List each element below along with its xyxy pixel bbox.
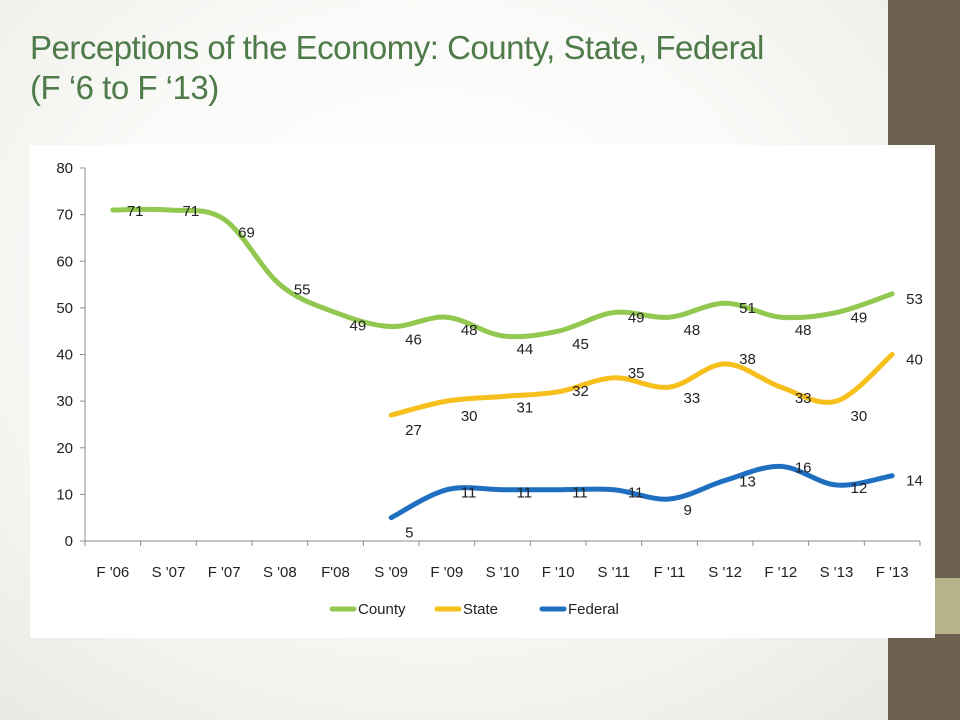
y-tick-label: 10 xyxy=(56,486,73,503)
data-label-county: 45 xyxy=(572,336,589,353)
data-label-state: 35 xyxy=(628,365,645,382)
line-chart: 0 10 20 30 40 50 60 70 80 F '06 S '07 F '07 S '08 F'0… xyxy=(56,160,923,618)
data-label-state: 33 xyxy=(795,390,812,407)
data-label-state: 33 xyxy=(684,390,701,407)
legend-label-federal: Federal xyxy=(568,601,619,618)
x-tick-label: S '10 xyxy=(486,564,520,581)
data-label-county: 48 xyxy=(461,322,478,339)
x-tick-label: S '12 xyxy=(708,564,742,581)
y-tick-label: 70 xyxy=(56,207,73,224)
data-label-federal: 11 xyxy=(628,485,644,502)
data-label-county: 49 xyxy=(628,310,645,327)
data-label-state: 40 xyxy=(906,352,923,369)
data-label-state: 30 xyxy=(851,408,868,425)
data-label-state: 31 xyxy=(517,399,534,416)
data-label-county: 46 xyxy=(405,332,422,349)
data-label-state: 38 xyxy=(739,351,756,368)
y-tick-label: 60 xyxy=(56,253,73,270)
x-tick-label: F '09 xyxy=(430,564,463,581)
title-line-2: (F ‘6 to F ‘13) xyxy=(30,69,219,106)
data-label-federal: 11 xyxy=(517,485,533,502)
data-label-county: 69 xyxy=(238,224,255,241)
chart-legend: County State Federal xyxy=(329,601,619,618)
y-tick-label: 20 xyxy=(56,440,73,457)
chart-data-labels: 71 71 69 55 49 46 48 44 45 49 48 51 48 49 53 27 30 31 32 35… xyxy=(127,203,923,542)
data-label-federal: 14 xyxy=(906,473,923,490)
data-label-county: 53 xyxy=(906,291,923,308)
x-tick-label: F '10 xyxy=(542,564,575,581)
x-tick-label: F '06 xyxy=(96,564,129,581)
series-line-county xyxy=(110,206,895,340)
series-line-state xyxy=(388,352,895,418)
x-tick-label: F '13 xyxy=(876,564,909,581)
data-label-federal: 12 xyxy=(851,480,868,497)
x-tick-label: S '11 xyxy=(598,564,631,581)
data-label-county: 44 xyxy=(517,341,534,358)
x-tick-label: F '12 xyxy=(764,564,797,581)
data-label-county: 71 xyxy=(183,203,200,220)
data-label-county: 48 xyxy=(684,322,701,339)
data-label-county: 55 xyxy=(294,282,311,299)
y-tick-label: 30 xyxy=(56,393,73,410)
y-tick-label: 50 xyxy=(56,300,73,317)
legend-label-county: County xyxy=(358,601,406,618)
slide-title: Perceptions of the Economy: County, Stat… xyxy=(30,28,870,108)
data-label-federal: 11 xyxy=(572,485,588,502)
y-tick-label: 80 xyxy=(56,160,73,177)
x-tick-label: S '07 xyxy=(152,564,186,581)
data-label-county: 48 xyxy=(795,322,812,339)
data-label-federal: 5 xyxy=(405,525,413,542)
legend-label-state: State xyxy=(463,601,498,618)
x-tick-label: S '09 xyxy=(374,564,408,581)
data-label-state: 32 xyxy=(572,383,589,400)
data-label-county: 71 xyxy=(127,203,144,220)
series-line-federal xyxy=(388,463,895,521)
data-label-federal: 9 xyxy=(684,502,692,519)
title-line-1: Perceptions of the Economy: County, Stat… xyxy=(30,29,764,66)
chart-lines xyxy=(110,206,895,521)
chart-axes: 0 10 20 30 40 50 60 70 80 F '06 S '07 F '07 S '08 F'0… xyxy=(56,160,921,581)
x-tick-label: F '07 xyxy=(208,564,241,581)
data-label-federal: 13 xyxy=(739,473,756,490)
data-label-federal: 11 xyxy=(461,485,477,502)
y-tick-label: 0 xyxy=(65,533,73,550)
x-tick-label: S '13 xyxy=(820,564,854,581)
x-tick-label: F '11 xyxy=(654,564,686,581)
x-tick-label: S '08 xyxy=(263,564,297,581)
data-label-state: 27 xyxy=(405,422,422,439)
data-label-federal: 16 xyxy=(795,459,812,476)
data-label-county: 49 xyxy=(350,318,367,335)
data-label-county: 51 xyxy=(739,300,756,317)
data-label-state: 30 xyxy=(461,408,478,425)
y-tick-label: 40 xyxy=(56,347,73,364)
chart-panel: 0 10 20 30 40 50 60 70 80 F '06 S '07 F '07 S '08 F'0… xyxy=(30,145,935,638)
x-tick-label: F'08 xyxy=(321,564,350,581)
data-label-county: 49 xyxy=(851,310,868,327)
